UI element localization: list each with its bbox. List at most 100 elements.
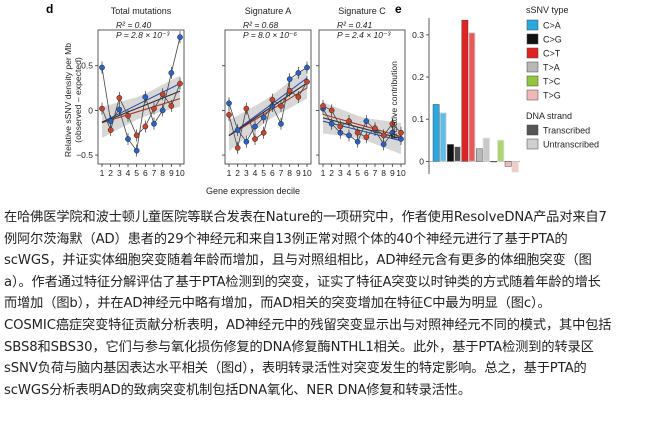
x-tick-label: 6 [270,168,275,178]
x-tick-label: 1 [100,168,105,178]
data-point [304,64,310,71]
data-point [226,112,232,118]
caption-line: scWGS，并证实体细胞突变随着年龄而增加，且与对照组相比，AD神经元含有更多的… [4,253,592,269]
data-point [226,100,232,107]
x-tick-label: 10 [175,168,185,178]
x-tick-label: 8 [160,168,165,178]
legend-label: T>A [543,63,560,73]
data-point [133,147,140,154]
strand-label: Untranscribed [543,140,599,150]
strand-legend-title: DNA strand [526,111,572,121]
data-point [389,120,396,127]
data-point [142,123,149,130]
data-point [243,138,250,145]
data-point [116,95,123,101]
panel-d-letter: d [46,2,53,16]
data-point [354,138,361,145]
figure-svg: d Relative sSNV density per Mb (observed… [46,2,599,196]
data-point [159,91,166,98]
bar [504,161,512,167]
data-point [363,134,370,141]
y-tick-label: 0.1 [412,114,424,124]
legend-label: C>A [543,21,561,31]
data-point [116,106,123,113]
x-tick-label: 3 [244,168,249,178]
bar [490,161,498,163]
legend-swatch [526,75,539,87]
p-value-label: P = 2.8 × 10⁻³ [116,30,170,40]
data-point [177,34,183,40]
legend-swatch [526,61,539,73]
figure: d Relative sSNV density per Mb (observed… [40,0,610,204]
x-tick-label: 1 [321,168,326,178]
x-tick-label: 9 [169,168,174,178]
subpanel-signature-a: 1 2 3 4 5 6 7 8 9 10 Signature A R² = 0.68P = 8.0 ×… [222,6,312,178]
legend-label: T>G [543,91,561,101]
caption-line: scWGS分析表明AD的致病突变机制包括DNA氧化、NER DNA修复和转录活性… [4,382,471,398]
y-tick-label: 0 [88,105,93,115]
series-line [322,108,402,146]
legend-label: C>T [543,49,561,59]
panel-e-ylabel: Relative contribution [389,61,399,139]
panel-d-ylabel-line2: (observed – expected) [73,57,83,143]
data-point [99,64,105,71]
data-point [389,129,396,136]
bar [447,144,454,162]
y-tick-label: 0.2 [412,72,424,82]
data-point [278,103,284,109]
data-point [107,127,114,133]
data-point [151,105,157,112]
caption-paragraph: 在哈佛医学院和波士顿儿童医院等联合发表在Nature的一项研究中，作者使用Res… [4,207,648,401]
data-point [125,136,131,142]
data-point [133,132,140,139]
data-point [260,129,267,136]
caption-line: 而增加（图b），并在AD神经元中略有增加，而AD相关的突变增加在特征C中最为明显… [4,296,551,312]
p-value-label: P = 8.0 × 10⁻⁶ [243,30,297,40]
bar [482,137,490,162]
panel-e-letter: e [395,2,402,16]
data-point [328,107,335,114]
x-tick-label: 1 [227,168,232,178]
subpanel-total-mutations: 0.5 0 −0.5 1 2 3 4 5 6 7 8 9 10 Total mutations R² = 0… [76,6,185,178]
data-point [354,129,361,136]
r-squared-label: R² = 0.68 [243,20,278,30]
x-tick-label: 5 [134,168,139,178]
x-tick-label: 3 [117,168,122,178]
subpanel-signature-c: 1 2 3 4 5 6 7 8 9 10 Signature C R² = 0.41P = 2.4 ×… [316,6,406,178]
plot-frame [318,29,406,165]
y-tick-label: 0.5 [81,61,93,71]
x-tick-label: 2 [329,168,334,178]
bar [439,112,447,162]
legend-dna-strand: Transcribed Untranscribed [526,124,599,150]
strand-swatch [526,124,539,136]
panel-d-xlabel: Gene expression decile [206,186,300,196]
data-point [380,132,387,139]
fit-line-combined [228,82,308,137]
x-tick-label: 5 [355,168,360,178]
subpanel-title: Total mutations [111,6,172,16]
x-tick-label: 8 [381,168,386,178]
data-point [304,78,310,85]
data-point [168,103,175,109]
data-point [243,105,250,112]
series-line [228,67,308,143]
y-tick-label: 0.3 [412,30,424,40]
x-tick-label: 9 [390,168,395,178]
data-point [269,96,276,103]
bar [432,104,440,162]
panel-e-bar-chart: 0.3 0.2 0.1 0 [412,18,520,174]
x-tick-label: 4 [253,168,258,178]
data-point [346,118,352,124]
legend-label: C>G [543,35,562,45]
legend-swatch [526,33,539,45]
caption-line: COSMIC癌症突变特征贡献分析表明，AD神经元中的残留突变显示出与对照神经元不… [4,317,612,333]
r-squared-label: R² = 0.40 [116,20,151,30]
y-tick-label: 0 [419,156,424,166]
fit-line [101,98,181,124]
panel-d-ylabel-line1: Relative sSNV density per Mb [63,43,73,157]
x-tick-label: 6 [364,168,369,178]
x-tick-label: 6 [143,168,148,178]
legend-sSNV-type: C>A C>G C>T T>A T>C T>G [526,19,562,101]
data-point [151,120,157,127]
x-tick-label: 7 [152,168,157,178]
